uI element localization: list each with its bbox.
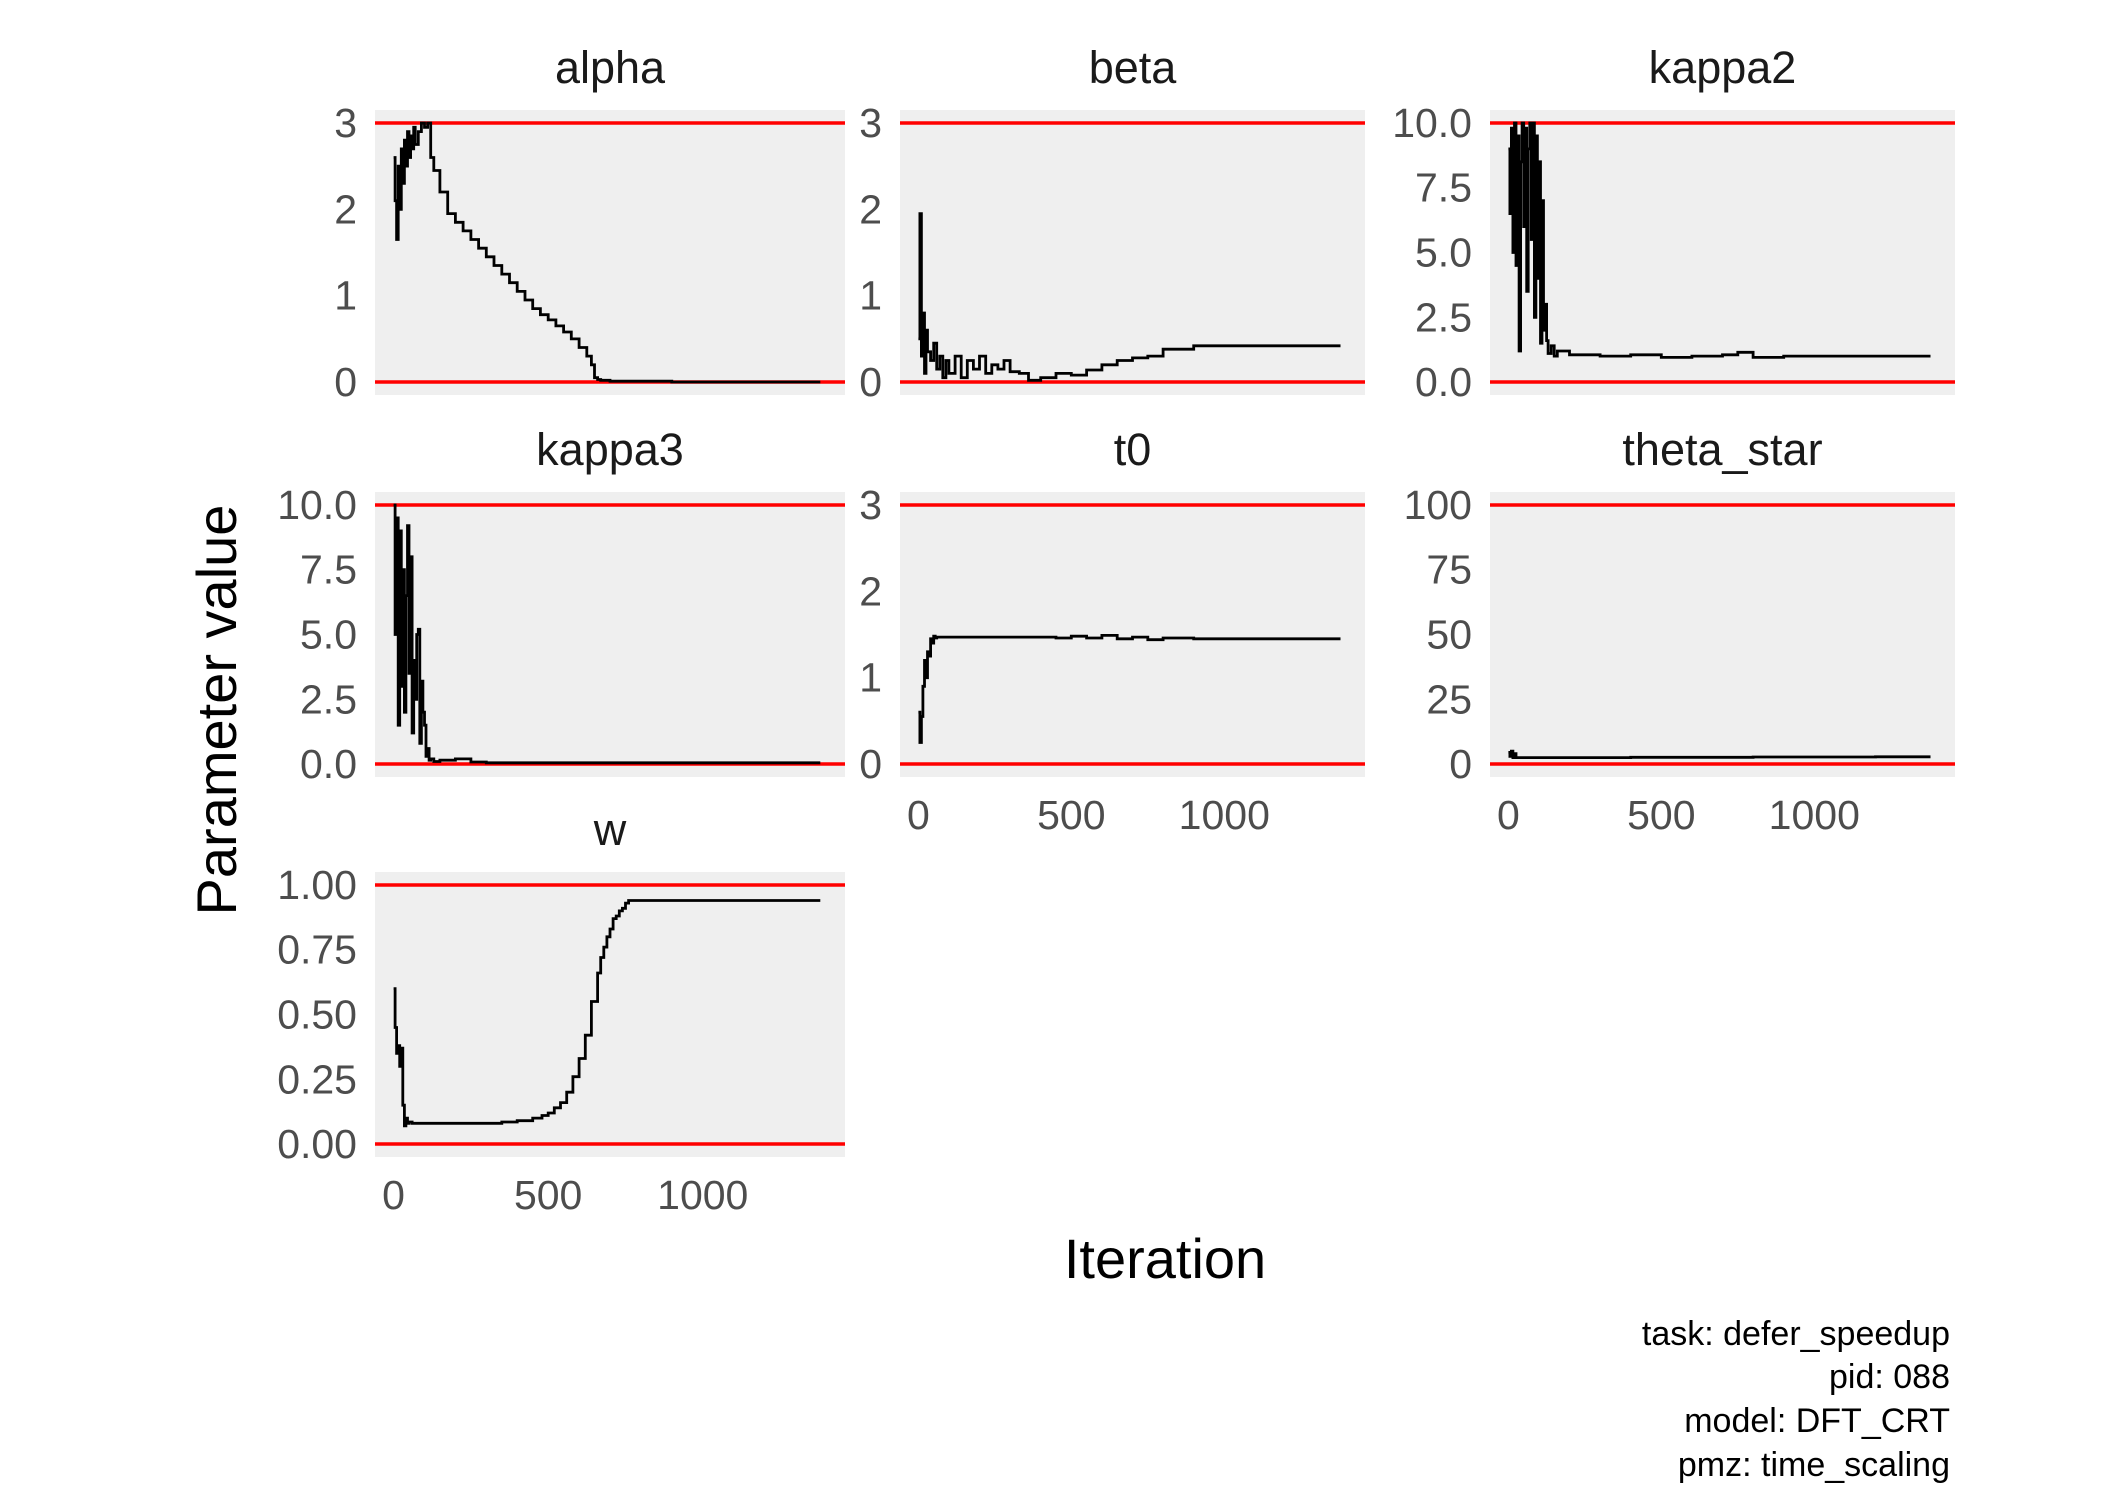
y-tick-label: 0 [1449, 741, 1472, 787]
panel-t0: t0 0 1 2 3 0 500 1000 [859, 424, 1365, 838]
caption: task: defer_speedup pid: 088 model: DFT_… [1642, 1315, 1950, 1484]
y-tick-label: 0.50 [277, 992, 357, 1038]
panels: alpha0123beta0123kappa20.02.55.07.510.0k… [277, 42, 1955, 1218]
x-tick-label: 500 [1037, 792, 1105, 838]
y-tick-label: 2.5 [1415, 294, 1472, 340]
panel-background [900, 110, 1365, 395]
x-axis-title: Iteration [1064, 1227, 1266, 1290]
panel-title: alpha [555, 42, 666, 93]
y-tick-label: 0.75 [277, 927, 357, 973]
panel-title: beta [1089, 42, 1178, 93]
panel-background [900, 492, 1365, 777]
x-tick-label: 500 [1627, 792, 1695, 838]
y-tick-label: 1 [859, 273, 882, 319]
y-tick-label: 0 [334, 359, 357, 405]
y-tick-label: 0.25 [277, 1056, 357, 1102]
y-tick-label: 0.0 [1415, 359, 1472, 405]
y-tick-label: 3 [334, 100, 357, 146]
panel-background [1490, 492, 1955, 777]
x-tick-label: 0 [1497, 792, 1520, 838]
y-tick-label: 3 [859, 482, 882, 528]
y-tick-label: 50 [1426, 612, 1472, 658]
y-tick-label: 2.5 [300, 676, 357, 722]
y-tick-label: 0 [859, 741, 882, 787]
y-tick-label: 2 [334, 186, 357, 232]
panel-background [375, 492, 845, 777]
x-tick-label: 1000 [1769, 792, 1860, 838]
y-tick-label: 1.00 [277, 862, 357, 908]
y-tick-label: 7.5 [300, 547, 357, 593]
y-tick-label: 1 [859, 655, 882, 701]
panel-background [375, 872, 845, 1157]
panel-title: kappa2 [1649, 42, 1797, 93]
caption-line-model: model: DFT_CRT [1684, 1402, 1950, 1440]
y-tick-label: 75 [1426, 547, 1472, 593]
y-tick-label: 5.0 [300, 612, 357, 658]
panel-kappa3: kappa3 0.0 2.5 5.0 7.5 10.0 [277, 424, 845, 787]
panel-title: t0 [1114, 424, 1152, 475]
y-tick-label: 7.5 [1415, 165, 1472, 211]
y-tick-label: 2 [859, 568, 882, 614]
x-tick-label: 1000 [657, 1172, 748, 1218]
y-tick-label: 5.0 [1415, 230, 1472, 276]
y-tick-label: 10.0 [277, 482, 357, 528]
y-tick-label: 0.0 [300, 741, 357, 787]
series-line [1508, 749, 1931, 759]
series-line [1508, 121, 1931, 359]
panel-w: w 0.00 0.25 0.50 0.75 1.00 0 500 1000 [277, 804, 845, 1218]
y-tick-label: 0.00 [277, 1121, 357, 1167]
panel-title: theta_star [1622, 424, 1822, 475]
caption-line-task: task: defer_speedup [1642, 1315, 1950, 1353]
series-line [393, 899, 821, 1128]
series-line [918, 634, 1341, 744]
x-tick-label: 500 [514, 1172, 582, 1218]
y-tick-label: 25 [1426, 676, 1472, 722]
caption-line-pmz: pmz: time_scaling [1678, 1446, 1950, 1484]
panel-alpha: alpha 0 1 2 3 [334, 42, 845, 405]
y-tick-label: 0 [859, 359, 882, 405]
x-tick-label: 0 [382, 1172, 405, 1218]
x-tick-label: 1000 [1179, 792, 1270, 838]
y-tick-label: 10.0 [1392, 100, 1472, 146]
y-tick-label: 2 [859, 186, 882, 232]
panel-background [1490, 110, 1955, 395]
y-tick-label: 1 [334, 273, 357, 319]
y-tick-label: 3 [859, 100, 882, 146]
caption-line-pid: pid: 088 [1829, 1358, 1950, 1396]
series-line [393, 503, 821, 765]
series-line [918, 212, 1341, 382]
y-axis-title: Parameter value [185, 505, 248, 916]
series-line [393, 121, 821, 384]
panel-title: kappa3 [536, 424, 684, 475]
panel-background [375, 110, 845, 395]
x-tick-label: 0 [907, 792, 930, 838]
panel-beta: beta 0 1 2 3 [859, 42, 1365, 405]
panel-title: w [593, 804, 627, 855]
y-tick-label: 100 [1404, 482, 1472, 528]
panel-kappa2: kappa2 0.0 2.5 5.0 7.5 10.0 [1392, 42, 1955, 405]
